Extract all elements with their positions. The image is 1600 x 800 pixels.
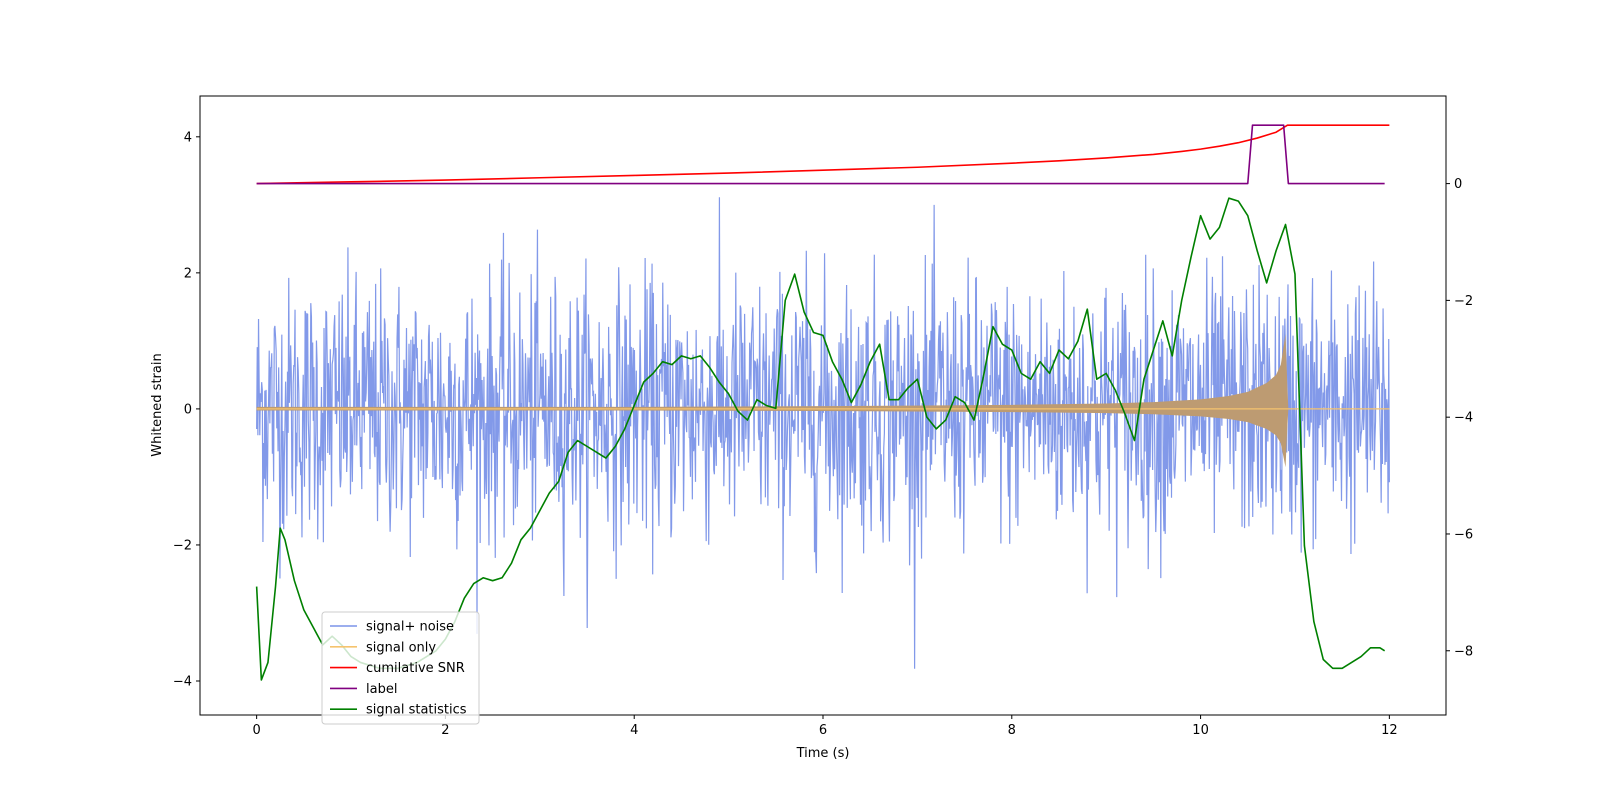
y2-tick-label: −8 bbox=[1454, 644, 1473, 659]
legend-box bbox=[321, 611, 480, 725]
legend-label: signal only bbox=[366, 640, 436, 655]
y-axis-right: −8 −6 −4 −2 0 bbox=[1446, 177, 1473, 659]
x-tick-label: 0 bbox=[252, 723, 260, 738]
y2-tick-label: 0 bbox=[1454, 177, 1462, 192]
x-tick-label: 2 bbox=[441, 723, 449, 738]
y2-tick-label: −2 bbox=[1454, 294, 1473, 309]
y-axis-label: Whitened strain bbox=[150, 353, 165, 456]
y-tick-label: −2 bbox=[173, 538, 192, 553]
x-tick-label: 12 bbox=[1381, 723, 1398, 738]
legend: signal+ noise signal only cumilative SNR la… bbox=[321, 611, 480, 725]
y2-tick-label: −6 bbox=[1454, 527, 1473, 542]
y-tick-label: 4 bbox=[184, 130, 192, 145]
y-tick-label: −4 bbox=[173, 674, 192, 689]
y2-tick-label: −4 bbox=[1454, 411, 1473, 426]
series-cumilative-snr-line bbox=[256, 124, 1390, 185]
y-tick-label: 2 bbox=[184, 266, 192, 281]
x-tick-label: 10 bbox=[1192, 723, 1209, 738]
y-tick-label: 0 bbox=[184, 402, 192, 417]
legend-label: label bbox=[366, 682, 397, 697]
y-axis-left: −4 −2 0 2 4 bbox=[173, 130, 200, 689]
legend-label: cumilative SNR bbox=[366, 661, 465, 676]
x-tick-label: 4 bbox=[630, 723, 638, 738]
series-layer bbox=[255, 124, 1390, 681]
x-tick-label: 6 bbox=[819, 723, 827, 738]
legend-label: signal+ noise bbox=[366, 620, 454, 635]
x-axis-label: Time (s) bbox=[796, 746, 850, 761]
x-tick-label: 8 bbox=[1008, 723, 1016, 738]
series-label-line bbox=[256, 124, 1385, 185]
legend-label: signal statistics bbox=[366, 703, 467, 718]
